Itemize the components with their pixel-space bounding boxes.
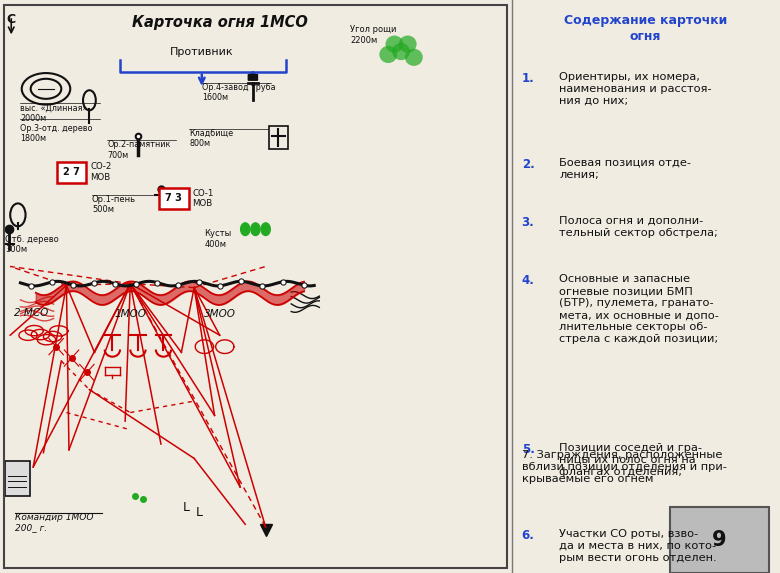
Text: Противник: Противник (170, 48, 234, 57)
Text: 1МОО: 1МОО (115, 309, 146, 319)
Ellipse shape (241, 223, 250, 236)
Ellipse shape (261, 223, 270, 236)
Text: Ориентиры, их номера,
наименования и расстоя-
ния до них;: Ориентиры, их номера, наименования и рас… (559, 72, 712, 105)
Text: 7 3: 7 3 (165, 193, 183, 203)
Text: Командир 1МОО
200_ г.: Командир 1МОО 200_ г. (16, 513, 94, 532)
FancyArrow shape (248, 72, 257, 80)
Text: С: С (7, 13, 16, 26)
Text: Карточка огня 1МСО: Карточка огня 1МСО (132, 15, 307, 30)
Bar (5, 461, 30, 496)
Bar (269, 126, 288, 149)
Ellipse shape (392, 43, 410, 60)
Ellipse shape (385, 36, 403, 53)
Text: Боевая позиция отде-
ления;: Боевая позиция отде- ления; (559, 158, 691, 179)
Text: Содержание карточки
огня: Содержание карточки огня (564, 14, 727, 44)
Text: 3.: 3. (522, 216, 534, 229)
Ellipse shape (405, 49, 423, 66)
Text: 6.: 6. (522, 529, 534, 542)
Text: Ор.1-пень
500м: Ор.1-пень 500м (92, 195, 136, 214)
Text: выс. «Длинная»
2000м
Ор.3-отд. дерево
1800м: выс. «Длинная» 2000м Ор.3-отд. дерево 18… (20, 103, 93, 143)
Ellipse shape (399, 36, 417, 53)
Text: СО-1
МОВ: СО-1 МОВ (193, 189, 214, 208)
Text: 1.: 1. (522, 72, 534, 85)
Text: 7. Заграждения, расположенные
вблизи позиции отделения и при-
крываемые его огне: 7. Заграждения, расположенные вблизи поз… (522, 450, 726, 484)
Text: 3МОО: 3МОО (204, 309, 236, 319)
FancyBboxPatch shape (159, 188, 189, 209)
Text: 2.: 2. (522, 158, 534, 171)
Ellipse shape (251, 223, 260, 236)
Text: СО-2
МОВ: СО-2 МОВ (90, 162, 112, 182)
Text: L: L (183, 501, 190, 513)
Text: 4.: 4. (522, 274, 534, 288)
Text: L: L (196, 507, 203, 519)
Text: Основные и запасные
огневые позиции БМП
(БТР), пулемета, гранато-
мета, их основ: Основные и запасные огневые позиции БМП … (559, 274, 719, 344)
Text: Полоса огня и дополни-
тельный сектор обстрела;: Полоса огня и дополни- тельный сектор об… (559, 216, 718, 238)
Text: Кусты
400м: Кусты 400м (204, 229, 232, 249)
Text: 2 МСО: 2 МСО (13, 308, 48, 318)
Text: Ор.4-завод труба
1600м: Ор.4-завод труба 1600м (202, 83, 275, 103)
FancyBboxPatch shape (57, 162, 87, 183)
FancyBboxPatch shape (670, 507, 769, 573)
Text: Отб. дерево
300м: Отб. дерево 300м (5, 235, 58, 254)
Text: Участки СО роты, взво-
да и места в них, по кото-
рым вести огонь отделен.: Участки СО роты, взво- да и места в них,… (559, 529, 717, 563)
Text: 2 7: 2 7 (63, 167, 80, 178)
Ellipse shape (379, 46, 397, 63)
Text: 9: 9 (712, 531, 727, 550)
Text: Кладбище
800м: Кладбище 800м (189, 129, 233, 148)
Text: Угол рощи
2200м: Угол рощи 2200м (350, 25, 396, 45)
Text: Позиции соседей и гра-
ницы их полос огня на
флангах отделения;: Позиции соседей и гра- ницы их полос огн… (559, 443, 702, 477)
Text: Ор.2-памятник
700м: Ор.2-памятник 700м (108, 140, 171, 160)
Text: 5.: 5. (522, 443, 534, 456)
